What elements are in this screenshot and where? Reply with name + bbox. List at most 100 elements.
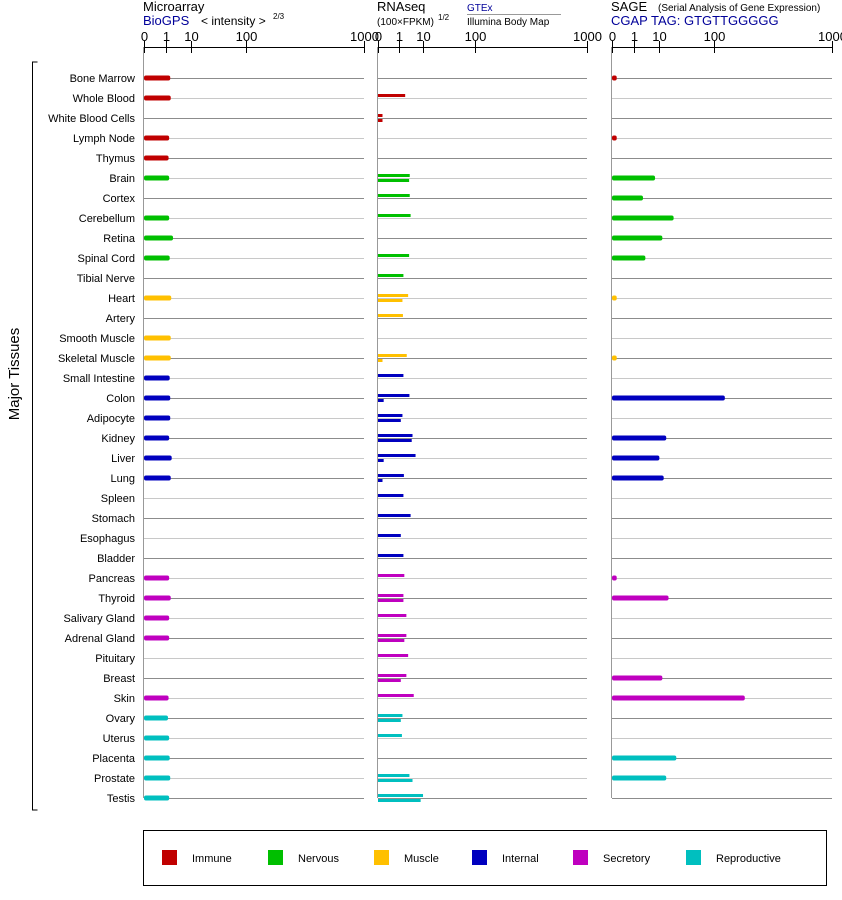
rnaseq-tick-label: 100 [465, 29, 487, 44]
rnaseq-illumina-bar [378, 459, 384, 462]
microarray-bar [144, 635, 170, 641]
legend-swatch [268, 850, 283, 865]
sage-bar [612, 235, 663, 241]
sage-tick-label: 100 [704, 29, 726, 44]
row-label: Bone Marrow [70, 73, 135, 85]
rnaseq-illumina-bar [378, 439, 412, 442]
rnaseq-illumina-bar [378, 639, 405, 642]
microarray-bar [144, 575, 170, 581]
row-label: Placenta [92, 753, 136, 765]
legend-swatch [573, 850, 588, 865]
microarray-title: Microarray [143, 0, 205, 14]
rnaseq-illumina-bar [378, 799, 421, 802]
sage-title: SAGE [611, 0, 647, 14]
microarray-unit-exponent: 2/3 [273, 12, 285, 21]
rnaseq-gtex-bar [378, 454, 416, 457]
microarray-bar [144, 155, 169, 161]
microarray-bar [144, 695, 169, 701]
microarray-bar [144, 755, 170, 761]
legend-item-muscle: Muscle [374, 850, 439, 865]
sage-tick-label: 1 [631, 29, 638, 44]
row-label: White Blood Cells [48, 113, 135, 125]
rnaseq-gtex-bar [378, 114, 383, 117]
microarray-bar [144, 235, 174, 241]
row-label: Spleen [101, 493, 135, 505]
row-label: Smooth Muscle [59, 333, 135, 345]
row-label: Brain [109, 173, 135, 185]
rnaseq-source-illumina: Illumina Body Map [467, 17, 550, 28]
row-label: Cerebellum [79, 213, 135, 225]
legend-label: Reproductive [716, 853, 781, 865]
legend-label: Secretory [603, 853, 651, 865]
row-label: Retina [103, 233, 136, 245]
rnaseq-gtex-bar [378, 434, 413, 437]
sage-bar [612, 175, 656, 181]
microarray-bar [144, 395, 171, 401]
sage-bar [612, 595, 669, 601]
rnaseq-gtex-bar [378, 634, 407, 637]
legend-label: Nervous [298, 853, 339, 865]
row-label: Spinal Cord [78, 253, 135, 265]
legend-item-nervous: Nervous [268, 850, 339, 865]
sage-axis: 01 10 100 1000 [609, 29, 842, 798]
sage-tick-label: 0 [609, 29, 616, 44]
microarray-bar [144, 435, 170, 441]
row-label: Testis [107, 793, 136, 805]
y-group-bracket [32, 61, 38, 811]
row-label: Liver [111, 453, 135, 465]
rnaseq-gtex-bar [378, 774, 410, 777]
rnaseq-illumina-bar [378, 779, 413, 782]
microarray-header: Microarray BioGPS < intensity > 2/3 [143, 0, 285, 28]
rnaseq-tick-label: 1000 [573, 29, 602, 44]
rnaseq-unit: (100×FPKM) [377, 17, 434, 28]
rnaseq-gtex-bar [378, 514, 411, 517]
microarray-bar [144, 215, 170, 221]
microarray-bar [144, 175, 170, 181]
microarray-bar [144, 375, 170, 381]
row-label: Breast [103, 673, 135, 685]
rnaseq-gtex-bar [378, 414, 403, 417]
sage-subtitle: (Serial Analysis of Gene Expression) [658, 3, 820, 14]
rnaseq-gtex-bar [378, 214, 411, 217]
rnaseq-gtex-bar [378, 714, 403, 717]
rnaseq-gtex-bar [378, 674, 407, 677]
sage-bar [612, 135, 617, 141]
rnaseq-gtex-bar [378, 794, 424, 797]
row-label: Skeletal Muscle [58, 353, 135, 365]
legend-swatch [374, 850, 389, 865]
rnaseq-gtex-bar [378, 654, 409, 657]
sage-header: SAGE (Serial Analysis of Gene Expression… [611, 0, 820, 28]
row-label: Prostate [94, 773, 135, 785]
sage-bar [612, 575, 617, 581]
microarray-bar [144, 335, 171, 341]
sage-bar [612, 215, 674, 221]
sage-bar [612, 755, 677, 761]
microarray-bar [144, 795, 170, 801]
rnaseq-illumina-bar [378, 419, 401, 422]
rnaseq-illumina-bar [378, 179, 410, 182]
rnaseq-tick-label: 10 [416, 29, 430, 44]
sage-bar [612, 295, 617, 301]
rnaseq-gtex-bar [378, 734, 402, 737]
microarray-tick-label: 1 [163, 29, 170, 44]
rnaseq-gtex-bar [378, 94, 406, 97]
legend-label: Internal [502, 853, 539, 865]
rnaseq-gtex-bar [378, 254, 410, 257]
microarray-bar [144, 255, 170, 261]
sage-bar [612, 475, 664, 481]
rnaseq-illumina-bar [378, 359, 383, 362]
row-label: Small Intestine [63, 373, 135, 385]
rnaseq-title: RNAseq [377, 0, 425, 14]
legend-swatch [162, 850, 177, 865]
rnaseq-illumina-bar [378, 719, 401, 722]
row-label: Artery [106, 313, 136, 325]
legend-box [143, 830, 827, 886]
rnaseq-tick-label: 0 [375, 29, 382, 44]
legend-label: Immune [192, 853, 232, 865]
legend-item-secretory: Secretory [573, 850, 651, 865]
row-label: Ovary [106, 713, 136, 725]
microarray-bar [144, 615, 170, 621]
rnaseq-gtex-bar [378, 594, 404, 597]
microarray-bar [144, 775, 171, 781]
